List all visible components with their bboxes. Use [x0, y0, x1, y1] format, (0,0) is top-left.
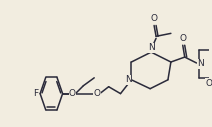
Text: N: N — [125, 75, 131, 84]
Text: F: F — [33, 89, 38, 98]
Text: N: N — [198, 59, 204, 68]
Text: O: O — [69, 89, 76, 98]
Text: O: O — [179, 34, 186, 43]
Text: O: O — [205, 79, 212, 88]
Text: N: N — [148, 43, 155, 52]
Text: O: O — [93, 89, 100, 98]
Text: O: O — [151, 14, 158, 23]
